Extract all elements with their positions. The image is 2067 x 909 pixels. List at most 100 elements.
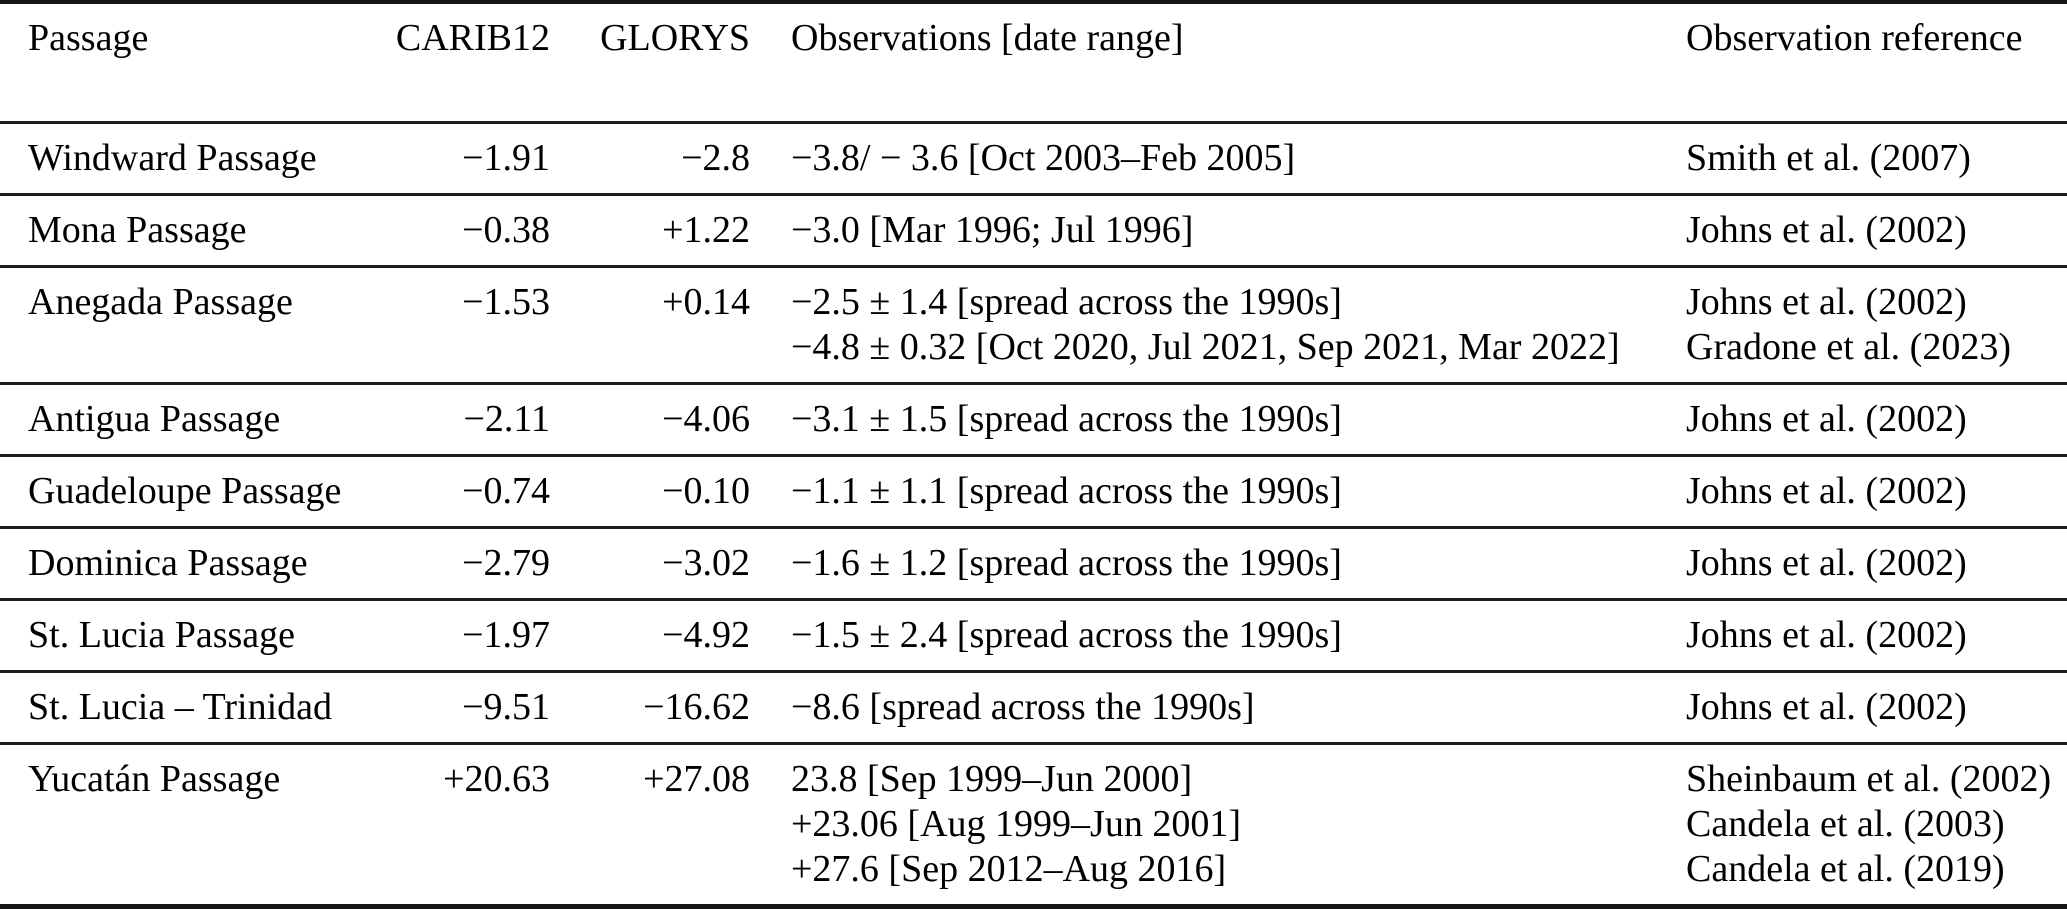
glorys-value-cell: −4.06	[550, 384, 750, 456]
cell-text: −3.1 ± 1.5 [spread across the 1990s]	[791, 398, 1342, 440]
carib12-value-cell: −2.79	[383, 528, 550, 600]
cell-text: Dominica Passage	[28, 542, 308, 584]
glorys-value-cell: −4.92	[550, 600, 750, 672]
cell-text: St. Lucia – Trinidad	[28, 686, 333, 728]
cell-text: −0.38	[462, 209, 550, 251]
passage-cell: Anegada Passage	[0, 267, 383, 384]
observations-cell: −1.1 ± 1.1 [spread across the 1990s]	[750, 456, 1683, 528]
header-observation-reference: Observation reference	[1686, 17, 2023, 59]
passage-cell: Guadeloupe Passage	[0, 456, 383, 528]
glorys-value-cell: −3.02	[550, 528, 750, 600]
glorys-value-cell: −0.10	[550, 456, 750, 528]
table-row: Dominica Passage −2.79 −3.02 −1.6 ± 1.2 [sp…	[0, 528, 2067, 600]
observations-cell: −3.8/ − 3.6 [Oct 2003–Feb 2005]	[750, 123, 1683, 195]
observations-cell: −8.6 [spread across the 1990s]	[750, 672, 1683, 744]
cell-text: Candela et al. (2019)	[1686, 848, 2005, 890]
cell-text: −9.51	[462, 686, 550, 728]
carib12-value-cell: −2.11	[383, 384, 550, 456]
cell-text: −4.8 ± 0.32 [Oct 2020, Jul 2021, Sep 202…	[791, 326, 1620, 368]
observations-cell: −2.5 ± 1.4 [spread across the 1990s] −4.8…	[750, 267, 1683, 384]
cell-text: Johns et al. (2002)	[1686, 209, 1967, 251]
cell-text: Yucatán Passage	[28, 758, 281, 800]
cell-text: Anegada Passage	[28, 281, 293, 323]
table-body: Windward Passage −1.91 −2.8 −3.8/ − 3.6 [Oc…	[0, 123, 2067, 907]
reference-cell: Johns et al. (2002)	[1683, 528, 2067, 600]
header-carib12: CARIB12	[395, 17, 550, 59]
header-glorys: GLORYS	[600, 17, 750, 59]
reference-cell: Johns et al. (2002)	[1683, 600, 2067, 672]
cell-text: Guadeloupe Passage	[28, 470, 342, 512]
cell-text: Antigua Passage	[28, 398, 281, 440]
carib12-value-cell: −1.53	[383, 267, 550, 384]
table-row: Yucatán Passage +20.63 +27.08 23.8 [Sep 199…	[0, 744, 2067, 907]
table-row: Windward Passage −1.91 −2.8 −3.8/ − 3.6 [Oc…	[0, 123, 2067, 195]
cell-text: +23.06 [Aug 1999–Jun 2001]	[791, 803, 1241, 845]
glorys-value-cell: −16.62	[550, 672, 750, 744]
observations-cell: −3.0 [Mar 1996; Jul 1996]	[750, 195, 1683, 267]
cell-text: −8.6 [spread across the 1990s]	[791, 686, 1255, 728]
cell-text: −3.8/ − 3.6 [Oct 2003–Feb 2005]	[791, 137, 1296, 179]
cell-text: Windward Passage	[28, 137, 317, 179]
cell-text: −16.62	[643, 686, 750, 728]
carib12-value-cell: −0.38	[383, 195, 550, 267]
observations-cell: −1.5 ± 2.4 [spread across the 1990s]	[750, 600, 1683, 672]
cell-text: Johns et al. (2002)	[1686, 686, 1967, 728]
cell-text: −0.74	[462, 470, 550, 512]
header-passage: Passage	[28, 17, 149, 59]
cell-text: St. Lucia Passage	[28, 614, 296, 656]
cell-text: −0.10	[662, 470, 750, 512]
cell-text: −1.91	[462, 137, 550, 179]
passage-cell: Windward Passage	[0, 123, 383, 195]
observations-cell: 23.8 [Sep 1999–Jun 2000] +23.06 [Aug 1999…	[750, 744, 1683, 907]
cell-text: Sheinbaum et al. (2002)	[1686, 758, 2052, 800]
cell-text: Johns et al. (2002)	[1686, 614, 1967, 656]
cell-text: −2.5 ± 1.4 [spread across the 1990s]	[791, 281, 1342, 323]
glorys-value-cell: +27.08	[550, 744, 750, 907]
cell-text: Mona Passage	[28, 209, 247, 251]
cell-text: −1.6 ± 1.2 [spread across the 1990s]	[791, 542, 1342, 584]
passage-cell: St. Lucia – Trinidad	[0, 672, 383, 744]
carib12-value-cell: −0.74	[383, 456, 550, 528]
observations-cell: −3.1 ± 1.5 [spread across the 1990s]	[750, 384, 1683, 456]
cell-text: −2.11	[463, 398, 550, 440]
cell-text: +1.22	[662, 209, 750, 251]
cell-text: Johns et al. (2002)	[1686, 470, 1967, 512]
cell-text: Smith et al. (2007)	[1686, 137, 1971, 179]
glorys-value-cell: +0.14	[550, 267, 750, 384]
carib12-value-cell: −1.97	[383, 600, 550, 672]
cell-text: Gradone et al. (2023)	[1686, 326, 2011, 368]
table-row: Guadeloupe Passage −0.74 −0.10 −1.1 ± 1.1 […	[0, 456, 2067, 528]
table-row: St. Lucia – Trinidad −9.51 −16.62 −8.6 [spr…	[0, 672, 2067, 744]
cell-text: −4.06	[662, 398, 750, 440]
reference-cell: Johns et al. (2002) Gradone et al. (2023)	[1683, 267, 2067, 384]
cell-text: −3.02	[662, 542, 750, 584]
reference-cell: Johns et al. (2002)	[1683, 384, 2067, 456]
cell-text: +27.08	[643, 758, 750, 800]
reference-cell: Johns et al. (2002)	[1683, 456, 2067, 528]
table-row: Antigua Passage −2.11 −4.06 −3.1 ± 1.5 [spr…	[0, 384, 2067, 456]
cell-text: +0.14	[662, 281, 750, 323]
cell-text: −3.0 [Mar 1996; Jul 1996]	[791, 209, 1194, 251]
cell-text: −1.1 ± 1.1 [spread across the 1990s]	[791, 470, 1342, 512]
cell-text: −1.5 ± 2.4 [spread across the 1990s]	[791, 614, 1342, 656]
table-row: Anegada Passage −1.53 +0.14 −2.5 ± 1.4 [spr…	[0, 267, 2067, 384]
cell-text: Johns et al. (2002)	[1686, 542, 1967, 584]
passage-cell: Mona Passage	[0, 195, 383, 267]
cell-text: +20.63	[443, 758, 550, 800]
passage-cell: St. Lucia Passage	[0, 600, 383, 672]
observations-cell: −1.6 ± 1.2 [spread across the 1990s]	[750, 528, 1683, 600]
cell-text: +27.6 [Sep 2012–Aug 2016]	[791, 848, 1227, 890]
reference-cell: Sheinbaum et al. (2002) Candela et al. (2…	[1683, 744, 2067, 907]
cell-text: −2.8	[681, 137, 750, 179]
reference-cell: Smith et al. (2007)	[1683, 123, 2067, 195]
cell-text: −4.92	[662, 614, 750, 656]
cell-text: Johns et al. (2002)	[1686, 398, 1967, 440]
table-header: Passage CARIB12 GLORYS Observations [dat…	[0, 2, 2067, 123]
cell-text: 23.8 [Sep 1999–Jun 2000]	[791, 758, 1193, 800]
table-row: St. Lucia Passage −1.97 −4.92 −1.5 ± 2.4 [s…	[0, 600, 2067, 672]
header-row: Passage CARIB12 GLORYS Observations [dat…	[0, 2, 2067, 123]
passage-cell: Antigua Passage	[0, 384, 383, 456]
cell-text: −1.97	[462, 614, 550, 656]
glorys-value-cell: −2.8	[550, 123, 750, 195]
